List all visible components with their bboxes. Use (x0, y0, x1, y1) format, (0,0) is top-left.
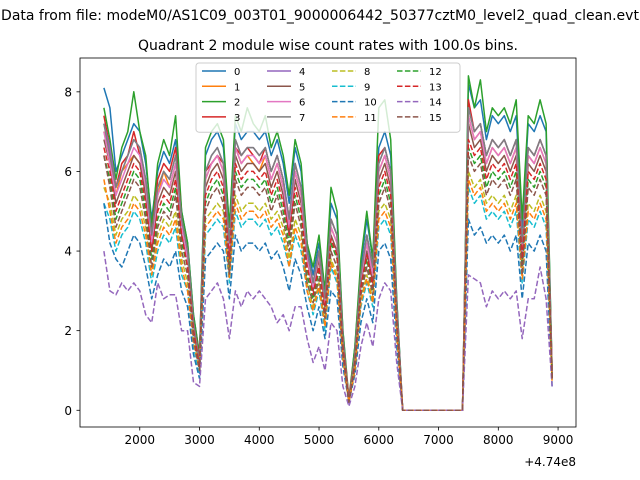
legend-label-2: 2 (234, 98, 240, 109)
legend-label-1: 1 (234, 82, 240, 93)
x-tick-label: 3000 (184, 433, 215, 447)
legend-label-13: 13 (429, 82, 442, 93)
x-tick-label: 7000 (423, 433, 454, 447)
figure-suptitle: Data from file: modeM0/AS1C09_003T01_900… (1, 8, 639, 24)
legend-label-6: 6 (299, 98, 305, 109)
series-line-11 (103, 178, 553, 412)
x-tick-label: 8000 (483, 433, 514, 447)
x-tick-label: 6000 (364, 433, 395, 447)
legend-label-10: 10 (364, 98, 377, 109)
y-tick-label: 8 (64, 85, 72, 99)
x-tick-label: 4000 (244, 433, 275, 447)
y-tick-label: 0 (64, 404, 72, 418)
legend-box (195, 62, 461, 133)
x-tick-label: 2000 (124, 433, 155, 447)
x-tick-label: 9000 (543, 433, 574, 447)
y-tick-label: 6 (64, 165, 72, 179)
legend-label-9: 9 (364, 82, 370, 93)
legend-label-3: 3 (234, 113, 240, 124)
y-tick-label: 4 (64, 245, 72, 259)
legend-label-7: 7 (299, 113, 305, 124)
series-line-2 (103, 75, 553, 412)
series-line-13 (103, 138, 553, 412)
legend-label-14: 14 (429, 98, 442, 109)
y-tick-label: 2 (64, 324, 72, 338)
series-line-10 (103, 203, 553, 412)
axes-frame (79, 57, 577, 428)
series-layer (103, 75, 553, 412)
x-tick-label: 5000 (304, 433, 335, 447)
x-axis-offset-label: +4.74e8 (524, 455, 576, 469)
plot-title: Quadrant 2 module wise count rates with … (138, 38, 518, 54)
series-line-15 (103, 154, 553, 412)
legend-label-15: 15 (429, 113, 442, 124)
legend-label-0: 0 (234, 67, 240, 78)
legend-label-5: 5 (299, 82, 305, 93)
legend-label-12: 12 (429, 67, 442, 78)
legend-label-11: 11 (364, 113, 377, 124)
series-line-7 (103, 107, 553, 412)
series-line-14 (103, 250, 553, 412)
axes-layer: 2000 3000 4000 5000 6000 7000 8000 9000 0 2 4 6 8 (64, 57, 577, 447)
legend-label-8: 8 (364, 67, 370, 78)
legend-label-4: 4 (299, 67, 305, 78)
